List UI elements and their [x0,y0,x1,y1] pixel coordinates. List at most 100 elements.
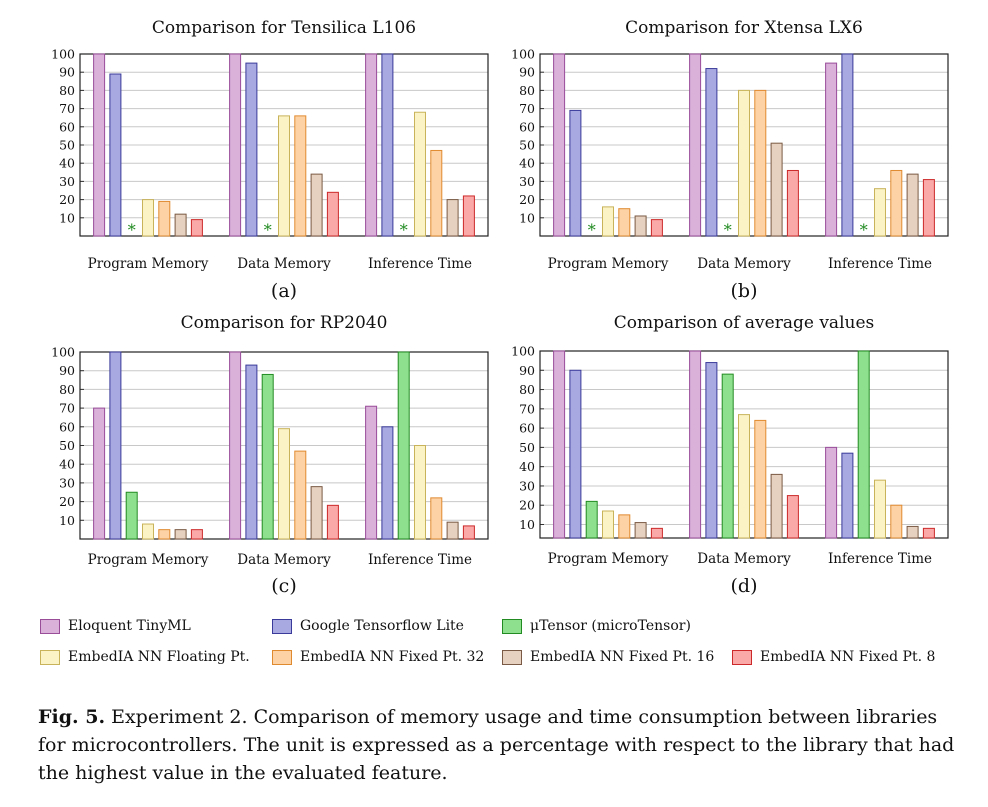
bar [874,479,886,539]
bar [786,495,799,539]
bar [158,529,171,540]
missing-value-marker: * [128,221,136,240]
bar [650,219,663,237]
missing-value-marker: * [588,221,596,240]
y-tick-label: 50 [59,138,75,153]
y-tick-label: 70 [519,401,535,416]
y-tick-label: 60 [519,119,535,134]
chart-legend: Eloquent TinyML Google Tensorflow Lite μ… [40,618,970,678]
legend-item-embedia-float: EmbedIA NN Floating Pt. [40,649,250,665]
bar [142,199,154,237]
bar [738,414,750,539]
x-category-label: Data Memory [697,256,791,272]
legend-label: EmbedIA NN Floating Pt. [68,649,250,665]
legend-label: Google Tensorflow Lite [300,618,464,634]
legend-label: μTensor (microTensor) [530,618,691,634]
x-category-label: Data Memory [697,551,791,567]
chart-panel-d: Comparison of average values 10 20 30 40 50 60… [494,308,988,608]
y-tick-label: 10 [519,517,535,532]
missing-value-marker: * [860,221,868,240]
bar [446,199,459,237]
bar [705,362,718,539]
panel-sublabel: (c) [271,575,296,597]
x-category-label: Inference Time [368,256,472,272]
chart-panel-a: Comparison for Tensilica L106 10 20 30 40 50 6… [0,0,494,310]
bar [109,73,122,237]
legend-item-embedia-fixed32: EmbedIA NN Fixed Pt. 32 [272,649,484,665]
y-tick-label: 100 [51,47,75,62]
y-tick-label: 10 [59,210,75,225]
y-tick-label: 40 [519,156,535,171]
legend-item-tflite: Google Tensorflow Lite [272,618,464,634]
y-tick-label: 30 [59,174,75,189]
y-tick-label: 40 [59,457,75,472]
bar [602,206,614,237]
bar [585,500,598,539]
chart-svg-c: Comparison for RP2040 10 20 30 40 50 60 70 80 90 1… [51,313,489,597]
bar [553,53,566,237]
bar [430,149,443,237]
bar [326,191,339,237]
x-category-label: Data Memory [237,256,331,272]
bar [650,527,663,539]
bar [841,53,854,237]
bar [430,497,443,540]
bar [310,173,323,237]
y-tick-label: 40 [519,459,535,474]
y-tick-label: 90 [519,65,535,80]
bar [569,369,582,539]
bar [553,350,566,539]
y-tick-label: 90 [59,65,75,80]
x-category-label: Program Memory [88,256,209,272]
bar [446,521,459,540]
chart-title: Comparison for Tensilica L106 [152,18,416,38]
legend-swatch [502,618,522,634]
y-tick-label: 10 [59,513,75,528]
figure-caption: Fig. 5. Experiment 2. Comparison of memo… [38,703,958,787]
bar [602,510,614,539]
missing-value-marker: * [264,221,272,240]
chart-title: Comparison for RP2040 [181,313,388,333]
bar [874,188,886,237]
bar [294,115,307,237]
x-category-label: Data Memory [237,552,331,568]
y-tick-label: 90 [519,363,535,378]
bar [462,525,475,540]
legend-swatch [40,649,60,665]
bar [190,529,203,540]
legend-swatch [272,618,292,634]
legend-item-utensor: μTensor (microTensor) [502,618,691,634]
y-tick-label: 80 [59,83,75,98]
panel-sublabel: (a) [271,280,297,302]
bar [326,504,339,540]
bar [618,208,631,237]
legend-swatch [732,649,752,665]
bar [93,53,106,237]
legend-label: EmbedIA NN Fixed Pt. 16 [530,649,715,665]
y-tick-label: 20 [59,494,75,509]
bar [365,53,378,237]
y-tick-label: 90 [59,363,75,378]
chart-title: Comparison of average values [614,313,875,333]
missing-value-marker: * [400,221,408,240]
y-tick-label: 20 [59,192,75,207]
legend-label: Eloquent TinyML [68,618,191,634]
y-tick-label: 80 [519,382,535,397]
bar [890,169,903,237]
bar [618,514,631,539]
x-category-label: Inference Time [828,256,932,272]
panel-sublabel: (d) [731,575,758,597]
bar [770,142,783,237]
bar [721,373,734,539]
x-category-label: Program Memory [548,256,669,272]
bar [922,179,935,237]
bar [245,364,258,540]
y-tick-label: 10 [519,210,535,225]
legend-swatch [40,618,60,634]
bar [261,373,274,540]
y-tick-label: 100 [51,345,75,360]
panel-sublabel: (b) [731,280,758,302]
legend-item-embedia-fixed16: EmbedIA NN Fixed Pt. 16 [502,649,714,665]
missing-value-marker: * [724,221,732,240]
bar [705,68,718,237]
